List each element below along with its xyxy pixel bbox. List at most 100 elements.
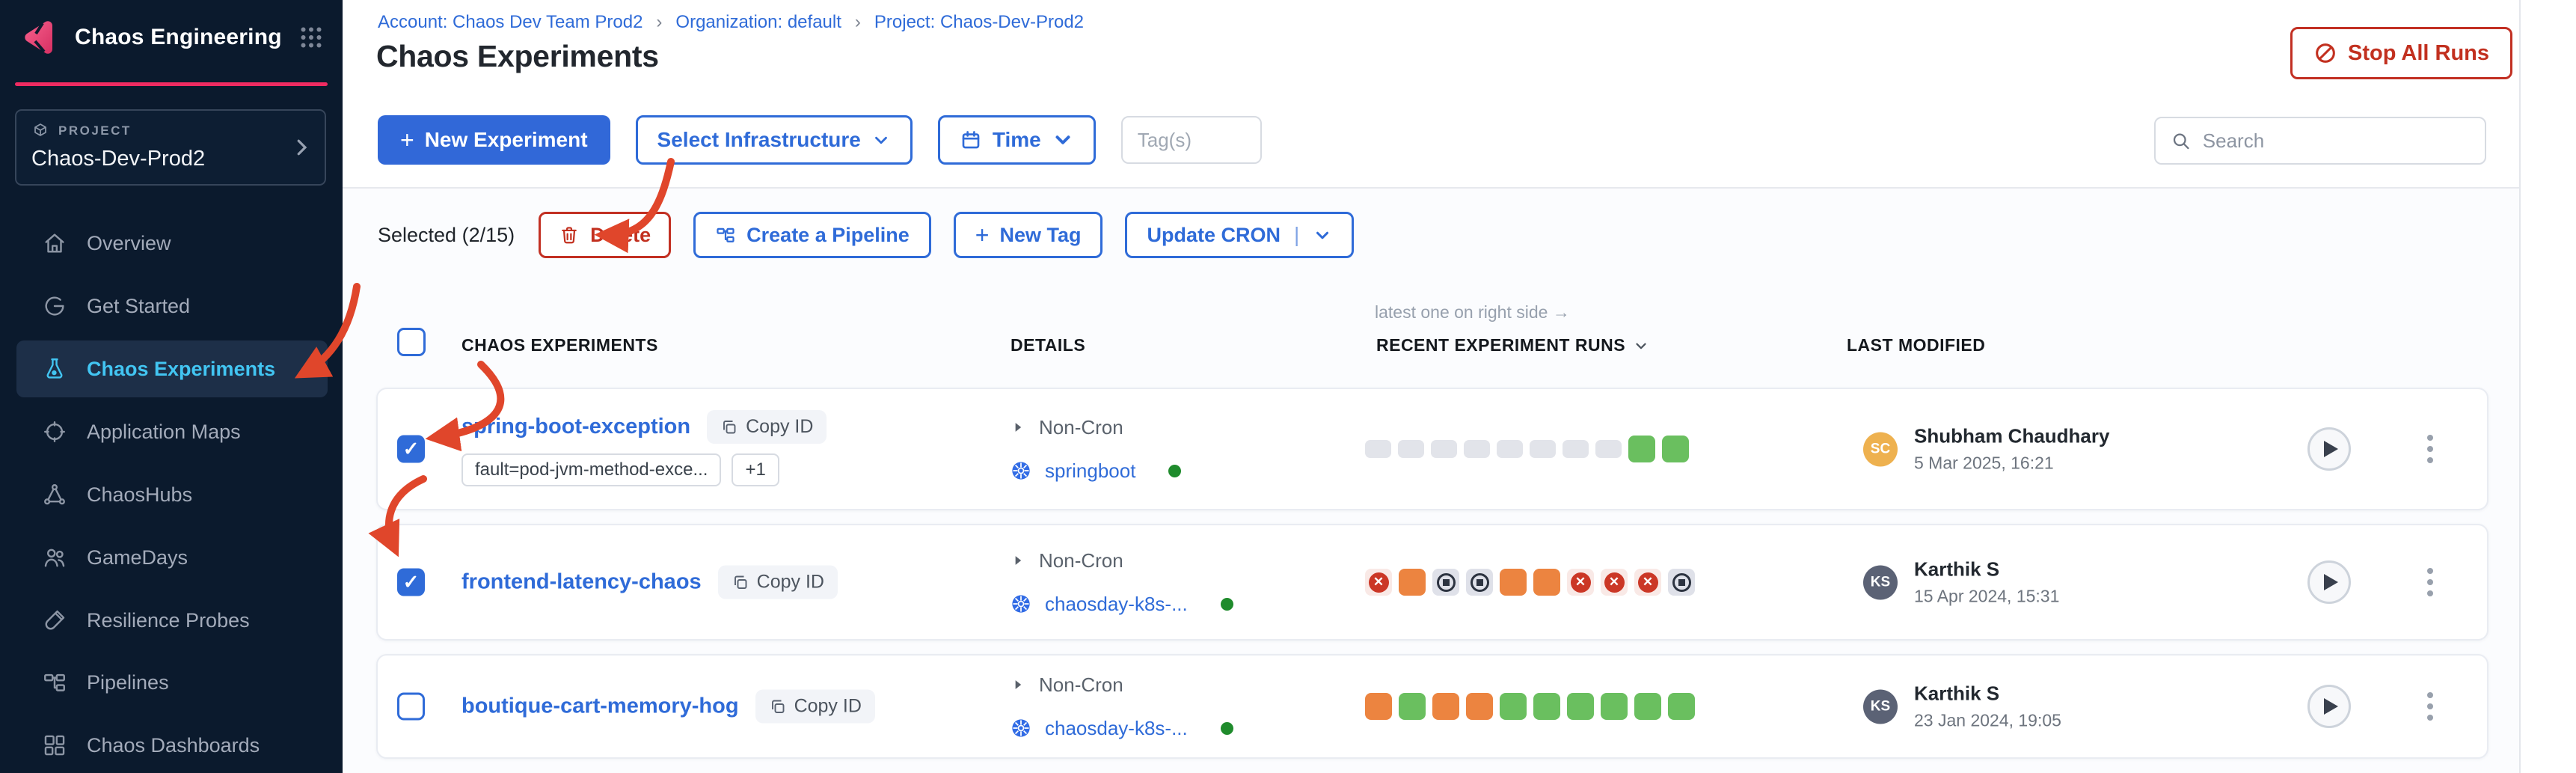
run-status-stopped[interactable] xyxy=(1432,569,1459,596)
run-status-gray[interactable] xyxy=(1431,440,1457,458)
sidebar-item-get-started[interactable]: Get Started xyxy=(16,278,328,334)
run-status-green[interactable] xyxy=(1567,693,1594,720)
modified-by: Karthik S xyxy=(1914,557,2000,581)
run-status-gray[interactable] xyxy=(1563,440,1589,458)
column-header-details: DETAILS xyxy=(1011,335,1086,355)
brand-label: Chaos Engineering xyxy=(75,25,282,49)
project-label: PROJECT xyxy=(58,123,132,138)
active-status-dot xyxy=(1220,721,1233,735)
sidebar: Chaos Engineering PROJECT Chaos-Dev-Prod… xyxy=(0,0,343,773)
row-menu-button[interactable] xyxy=(2421,686,2439,727)
caret-right-icon[interactable] xyxy=(1011,420,1025,435)
tags-filter-input[interactable] xyxy=(1120,116,1262,164)
sidebar-item-chaos-experiments[interactable]: Chaos Experiments xyxy=(16,340,328,397)
run-status-orange[interactable] xyxy=(1399,569,1426,596)
recent-runs-cell[interactable] xyxy=(1365,693,1695,720)
row-menu-button[interactable] xyxy=(2421,429,2439,469)
runs-order-note: latest one on right side → xyxy=(1375,302,1570,322)
run-status-failed[interactable]: ✕ xyxy=(1365,569,1392,596)
run-status-gray[interactable] xyxy=(1497,440,1523,458)
search-input[interactable] xyxy=(2202,129,2470,153)
select-infrastructure-dropdown[interactable]: Select Infrastructure xyxy=(635,115,913,165)
row-checkbox[interactable]: ✓ xyxy=(397,568,425,596)
run-status-stopped[interactable] xyxy=(1466,569,1493,596)
run-status-gray[interactable] xyxy=(1464,440,1490,458)
sidebar-item-gamedays[interactable]: GameDays xyxy=(16,529,328,586)
sidebar-item-overview[interactable]: Overview xyxy=(16,215,328,272)
run-status-green[interactable] xyxy=(1628,436,1655,462)
home-icon xyxy=(45,233,64,253)
run-status-orange[interactable] xyxy=(1365,693,1392,720)
row-checkbox[interactable]: ✓ xyxy=(397,692,425,721)
create-pipeline-button[interactable]: Create a Pipeline xyxy=(693,212,931,258)
sidebar-item-resilience-probes[interactable]: Resilience Probes xyxy=(16,592,328,649)
infrastructure-link[interactable]: chaosday-k8s-... xyxy=(1045,716,1188,739)
sidebar-item-pipelines[interactable]: Pipelines xyxy=(16,654,328,711)
run-experiment-button[interactable] xyxy=(2307,685,2351,728)
caret-right-icon[interactable] xyxy=(1011,677,1025,692)
run-status-orange[interactable] xyxy=(1500,569,1527,596)
project-selector[interactable]: PROJECT Chaos-Dev-Prod2 xyxy=(15,109,326,186)
sidebar-item-label: Get Started xyxy=(87,294,191,317)
run-experiment-button[interactable] xyxy=(2307,560,2351,604)
run-status-green[interactable] xyxy=(1399,693,1426,720)
row-menu-button[interactable] xyxy=(2421,562,2439,602)
breadcrumb-account[interactable]: Account: Chaos Dev Team Prod2 xyxy=(378,12,643,32)
experiment-name-link[interactable]: boutique-cart-memory-hog xyxy=(461,694,739,718)
run-status-green[interactable] xyxy=(1601,693,1628,720)
run-status-gray[interactable] xyxy=(1530,440,1556,458)
run-status-green[interactable] xyxy=(1500,693,1527,720)
sidebar-item-label: Chaos Experiments xyxy=(87,357,276,380)
recent-runs-cell[interactable] xyxy=(1365,436,1689,462)
run-status-orange[interactable] xyxy=(1432,693,1459,720)
new-experiment-button[interactable]: + New Experiment xyxy=(378,115,610,165)
infrastructure-link[interactable]: chaosday-k8s-... xyxy=(1045,592,1188,615)
tag-more-chip[interactable]: +1 xyxy=(732,453,779,486)
column-header-runs[interactable]: RECENT EXPERIMENT RUNS xyxy=(1376,335,1649,355)
copy-id-button[interactable]: Copy ID xyxy=(755,689,875,724)
new-tag-button[interactable]: + New Tag xyxy=(953,212,1103,258)
run-status-failed[interactable]: ✕ xyxy=(1634,569,1661,596)
run-status-green[interactable] xyxy=(1662,436,1689,462)
time-filter-dropdown[interactable]: Time xyxy=(937,115,1096,165)
scroll-gutter[interactable] xyxy=(2519,0,2576,773)
select-all-checkbox[interactable]: ✓ xyxy=(397,328,426,356)
copy-id-button[interactable]: Copy ID xyxy=(717,565,838,599)
chaos-logo-icon xyxy=(25,21,52,54)
search-box[interactable] xyxy=(2154,117,2486,165)
stop-all-runs-button[interactable]: Stop All Runs xyxy=(2290,27,2513,79)
run-status-failed[interactable]: ✕ xyxy=(1601,569,1628,596)
update-cron-button[interactable]: Update CRON | xyxy=(1125,212,1355,258)
run-status-failed[interactable]: ✕ xyxy=(1567,569,1594,596)
row-checkbox[interactable]: ✓ xyxy=(397,435,425,463)
run-status-gray[interactable] xyxy=(1365,440,1391,458)
run-status-green[interactable] xyxy=(1668,693,1695,720)
experiment-name-link[interactable]: frontend-latency-chaos xyxy=(461,569,702,594)
run-experiment-button[interactable] xyxy=(2307,427,2351,471)
tags-input-field[interactable] xyxy=(1137,128,1245,152)
separator-icon: | xyxy=(1293,223,1300,246)
breadcrumb-organization[interactable]: Organization: default xyxy=(675,12,841,32)
copy-id-button[interactable]: Copy ID xyxy=(707,410,827,444)
run-status-gray[interactable] xyxy=(1398,440,1424,458)
caret-right-icon[interactable] xyxy=(1011,553,1025,568)
run-status-green[interactable] xyxy=(1533,693,1560,720)
run-status-orange[interactable] xyxy=(1533,569,1560,596)
sidebar-item-chaoshubs[interactable]: ChaosHubs xyxy=(16,466,328,523)
run-status-orange[interactable] xyxy=(1466,693,1493,720)
sidebar-item-chaos-dashboards[interactable]: Chaos Dashboards xyxy=(16,717,328,773)
experiment-name-link[interactable]: spring-boot-exception xyxy=(461,415,691,439)
run-status-stopped[interactable] xyxy=(1668,569,1695,596)
app-grid-icon[interactable] xyxy=(298,24,325,51)
modified-date: 5 Mar 2025, 16:21 xyxy=(1914,453,2054,473)
tag-chip[interactable]: fault=pod-jvm-method-exce... xyxy=(461,453,722,486)
infrastructure-link[interactable]: springboot xyxy=(1045,459,1136,482)
breadcrumb-project[interactable]: Project: Chaos-Dev-Prod2 xyxy=(874,12,1085,32)
run-status-gray[interactable] xyxy=(1595,440,1622,458)
recent-runs-cell[interactable]: ✕ ✕ ✕ ✕ xyxy=(1365,569,1695,596)
sidebar-item-application-maps[interactable]: Application Maps xyxy=(16,403,328,460)
get-started-icon xyxy=(45,296,64,316)
delete-button[interactable]: Delete xyxy=(539,212,672,258)
run-status-green[interactable] xyxy=(1634,693,1661,720)
play-icon xyxy=(2324,441,2338,457)
